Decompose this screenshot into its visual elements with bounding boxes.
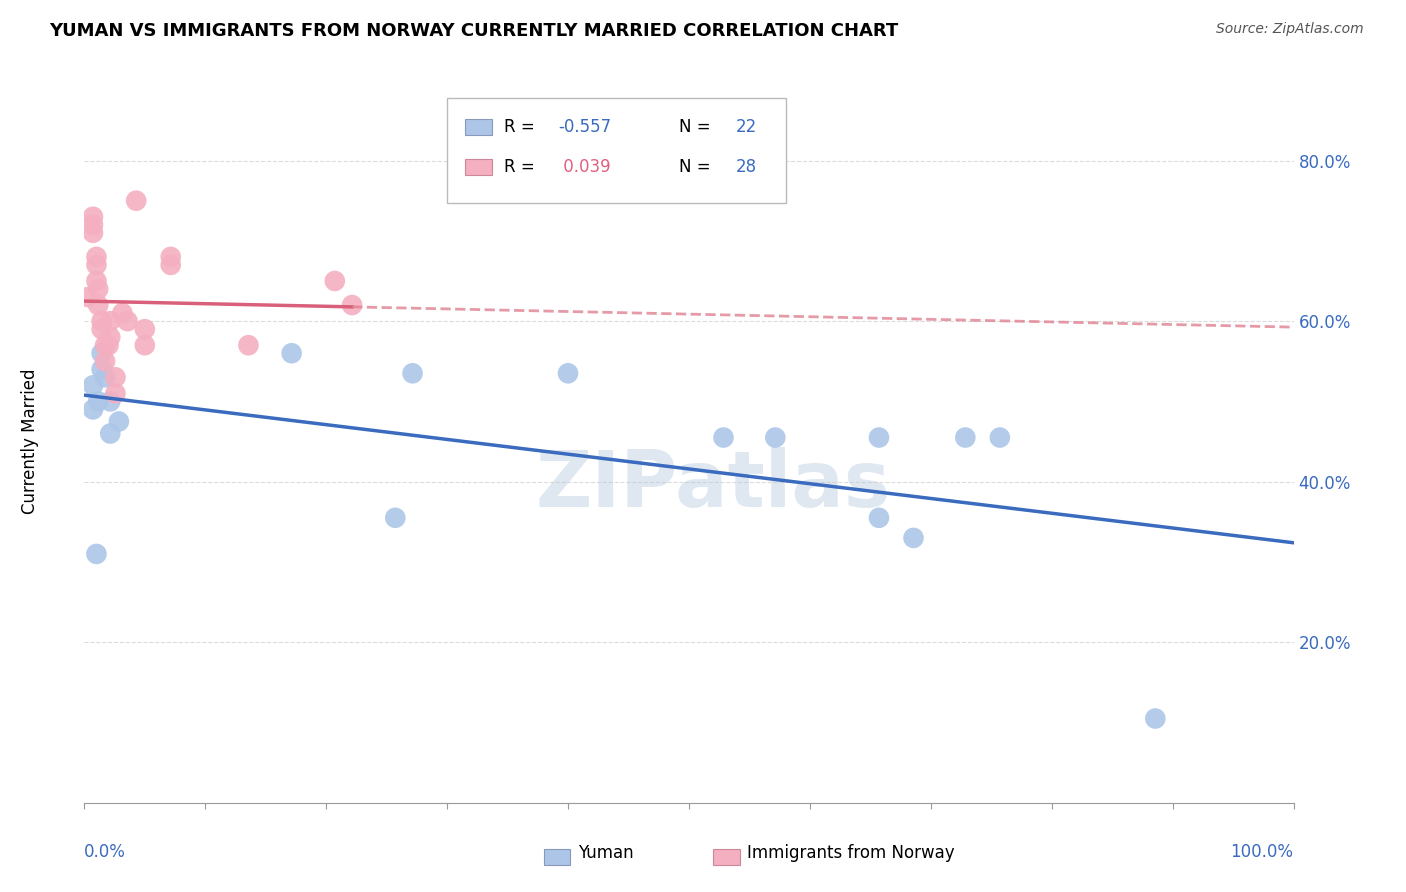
Point [159, 258, 181, 272]
Text: 100.0%: 100.0% [1230, 843, 1294, 861]
Point [125, 194, 148, 208]
Point [86, 250, 108, 264]
Text: Source: ZipAtlas.com: Source: ZipAtlas.com [1216, 22, 1364, 37]
Point [159, 250, 181, 264]
Point [280, 346, 302, 360]
Text: Immigrants from Norway: Immigrants from Norway [747, 845, 955, 863]
Text: Yuman: Yuman [578, 845, 633, 863]
Point [87, 282, 110, 296]
Point [238, 338, 260, 352]
Text: ZIPatlas: ZIPatlas [536, 447, 890, 523]
Point [134, 322, 156, 336]
Point [988, 430, 1011, 444]
Bar [465, 120, 492, 136]
Point [90, 362, 112, 376]
Point [713, 430, 735, 444]
Text: 28: 28 [737, 158, 758, 176]
Point [82, 378, 104, 392]
Bar [447, 98, 786, 203]
Point [903, 531, 925, 545]
Text: 0.039: 0.039 [558, 158, 612, 176]
Point [117, 314, 139, 328]
Point [94, 370, 117, 384]
Point [82, 210, 104, 224]
Point [98, 330, 121, 344]
Point [323, 274, 346, 288]
Point [82, 226, 104, 240]
Point [104, 370, 127, 384]
Point [98, 394, 121, 409]
Point [98, 426, 121, 441]
Point [86, 258, 108, 272]
Point [384, 510, 406, 524]
Point [86, 547, 108, 561]
Point [557, 366, 579, 380]
Point [87, 394, 110, 409]
Point [868, 430, 890, 444]
Point [90, 314, 112, 328]
Point [134, 338, 156, 352]
Point [90, 322, 112, 336]
Text: 22: 22 [737, 119, 758, 136]
Point [108, 414, 131, 428]
Point [111, 306, 134, 320]
Point [86, 274, 108, 288]
Point [868, 510, 890, 524]
Point [82, 218, 104, 232]
Point [763, 430, 786, 444]
Point [94, 338, 117, 352]
Text: YUMAN VS IMMIGRANTS FROM NORWAY CURRENTLY MARRIED CORRELATION CHART: YUMAN VS IMMIGRANTS FROM NORWAY CURRENTL… [49, 22, 898, 40]
Bar [465, 159, 492, 175]
Text: -0.557: -0.557 [558, 119, 612, 136]
Point [955, 430, 977, 444]
Point [76, 290, 98, 304]
Text: R =: R = [503, 158, 540, 176]
Point [340, 298, 363, 312]
Bar [544, 849, 571, 865]
Point [1144, 712, 1167, 726]
Point [94, 354, 117, 368]
Point [82, 402, 104, 417]
Text: 0.0%: 0.0% [84, 843, 127, 861]
Point [98, 314, 121, 328]
Point [90, 346, 112, 360]
Point [87, 298, 110, 312]
Point [401, 366, 423, 380]
Point [104, 386, 127, 401]
Text: N =: N = [679, 158, 716, 176]
Bar [713, 849, 740, 865]
Text: Currently Married: Currently Married [21, 368, 39, 515]
Text: N =: N = [679, 119, 716, 136]
Text: R =: R = [503, 119, 540, 136]
Point [97, 338, 120, 352]
